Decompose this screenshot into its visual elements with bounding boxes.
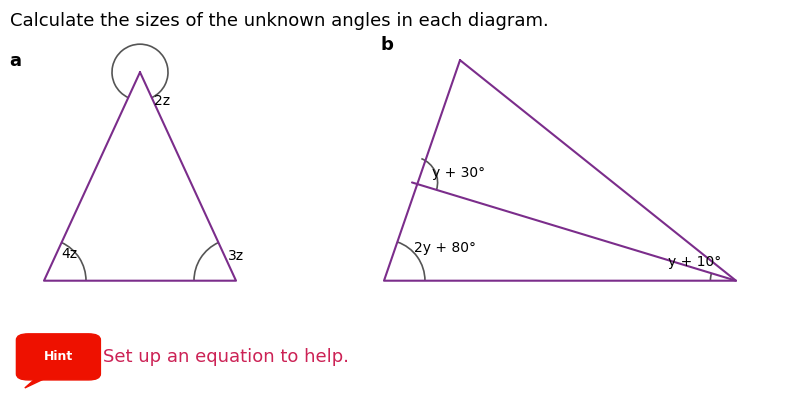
Polygon shape bbox=[25, 374, 54, 388]
Text: b: b bbox=[380, 36, 393, 54]
Text: a: a bbox=[10, 52, 22, 70]
FancyBboxPatch shape bbox=[16, 334, 101, 380]
Text: 2z: 2z bbox=[154, 94, 170, 108]
Text: 4z: 4z bbox=[62, 247, 78, 261]
Text: y + 10°: y + 10° bbox=[668, 255, 722, 269]
Text: 3z: 3z bbox=[228, 249, 244, 263]
Text: Hint: Hint bbox=[44, 350, 73, 363]
Text: 2y + 80°: 2y + 80° bbox=[414, 241, 477, 255]
Text: y + 30°: y + 30° bbox=[432, 166, 485, 180]
Text: Calculate the sizes of the unknown angles in each diagram.: Calculate the sizes of the unknown angle… bbox=[10, 12, 548, 30]
Text: Set up an equation to help.: Set up an equation to help. bbox=[102, 348, 349, 366]
